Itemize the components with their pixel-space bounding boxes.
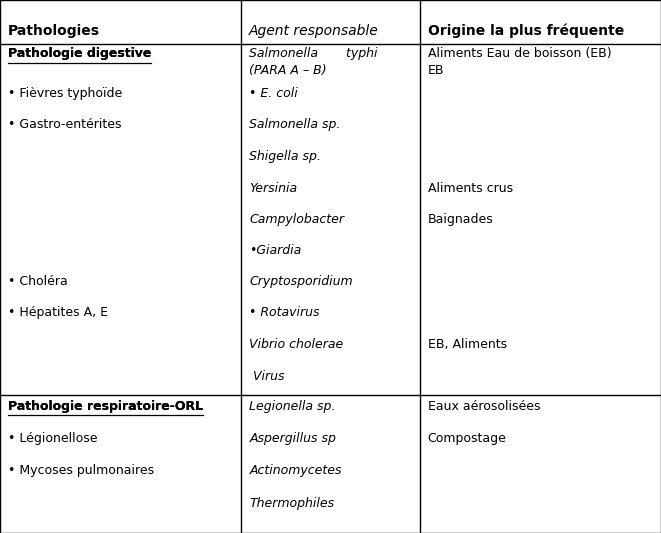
Text: Aliments crus: Aliments crus: [428, 182, 513, 195]
Text: Yersinia: Yersinia: [249, 182, 297, 195]
Text: Vibrio cholerae: Vibrio cholerae: [249, 338, 344, 351]
Text: • Rotavirus: • Rotavirus: [249, 306, 320, 319]
Text: Cryptosporidium: Cryptosporidium: [249, 275, 353, 288]
Text: Pathologies: Pathologies: [8, 24, 100, 38]
Text: • E. coli: • E. coli: [249, 87, 298, 100]
Text: Agent responsable: Agent responsable: [249, 24, 379, 38]
Text: • Hépatites A, E: • Hépatites A, E: [8, 306, 108, 319]
Text: Eaux aérosolisées: Eaux aérosolisées: [428, 400, 540, 413]
Text: Aspergillus sp: Aspergillus sp: [249, 432, 336, 445]
Text: • Mycoses pulmonaires: • Mycoses pulmonaires: [8, 464, 154, 477]
Text: Aliments Eau de boisson (EB)
EB: Aliments Eau de boisson (EB) EB: [428, 47, 611, 77]
Text: Shigella sp.: Shigella sp.: [249, 150, 321, 163]
Text: Virus: Virus: [249, 370, 285, 383]
Text: Actinomycetes: Actinomycetes: [249, 464, 342, 477]
Text: Baignades: Baignades: [428, 213, 493, 226]
Text: • Fièvres typhoïde: • Fièvres typhoïde: [8, 87, 122, 100]
Text: EB, Aliments: EB, Aliments: [428, 338, 507, 351]
Text: Pathologie digestive: Pathologie digestive: [8, 47, 151, 60]
Text: Compostage: Compostage: [428, 432, 506, 445]
Text: Legionella sp.: Legionella sp.: [249, 400, 336, 413]
Text: • Choléra: • Choléra: [8, 275, 67, 288]
Text: • Légionellose: • Légionellose: [8, 432, 97, 445]
Text: Origine la plus fréquente: Origine la plus fréquente: [428, 24, 624, 38]
Text: Pathologie respiratoire-ORL: Pathologie respiratoire-ORL: [8, 400, 203, 413]
Text: Campylobacter: Campylobacter: [249, 213, 344, 226]
Text: Pathologie respiratoire-ORL: Pathologie respiratoire-ORL: [8, 400, 203, 413]
Text: • Gastro-entérites: • Gastro-entérites: [8, 118, 122, 131]
Text: Pathologie digestive: Pathologie digestive: [8, 47, 151, 60]
Text: Salmonella sp.: Salmonella sp.: [249, 118, 340, 131]
Text: •Giardia: •Giardia: [249, 244, 301, 257]
Text: Thermophiles: Thermophiles: [249, 497, 334, 510]
Text: Salmonella       typhi
(PARA A – B): Salmonella typhi (PARA A – B): [249, 47, 377, 77]
